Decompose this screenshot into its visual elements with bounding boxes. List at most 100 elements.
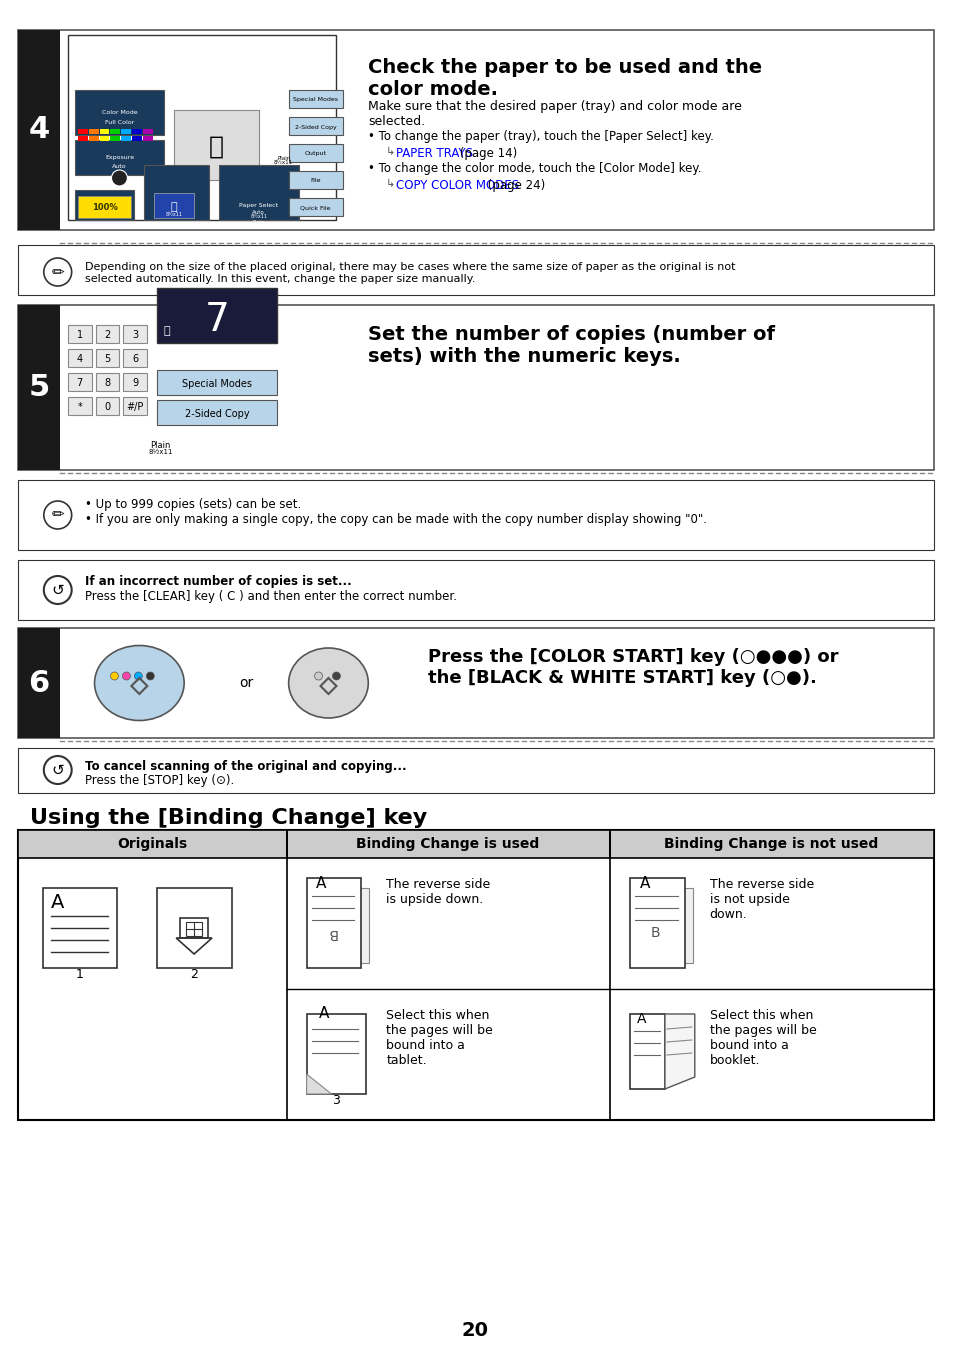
Text: 8: 8 xyxy=(104,378,111,388)
Text: Color Mode: Color Mode xyxy=(102,109,137,115)
Circle shape xyxy=(44,576,71,604)
Text: A: A xyxy=(316,875,326,890)
Polygon shape xyxy=(306,1074,331,1094)
Bar xyxy=(18,830,286,858)
Bar xyxy=(289,199,343,216)
Text: 🖨: 🖨 xyxy=(209,135,223,159)
Bar xyxy=(132,128,142,134)
Text: • To change the paper (tray), touch the [Paper Select] key.: • To change the paper (tray), touch the … xyxy=(368,130,714,143)
Text: Binding Change is not used: Binding Change is not used xyxy=(663,838,878,851)
Circle shape xyxy=(332,671,340,680)
Bar xyxy=(289,145,343,162)
Text: 5: 5 xyxy=(29,373,50,403)
Text: 7: 7 xyxy=(76,378,83,388)
Text: PAPER TRAYS: PAPER TRAYS xyxy=(395,147,473,159)
Text: 0: 0 xyxy=(104,403,111,412)
Text: Plain: Plain xyxy=(276,155,290,161)
Bar xyxy=(89,136,98,141)
Text: 8½x11: 8½x11 xyxy=(148,449,172,455)
Bar xyxy=(306,1015,366,1094)
Bar xyxy=(157,370,276,394)
Text: 8½x11: 8½x11 xyxy=(166,212,183,216)
Bar xyxy=(154,193,193,218)
Bar xyxy=(18,245,933,295)
Text: Paper Select: Paper Select xyxy=(239,203,278,208)
Circle shape xyxy=(44,258,71,286)
Text: 6: 6 xyxy=(29,669,50,697)
Text: 2-Sided Copy: 2-Sided Copy xyxy=(294,124,336,130)
Bar xyxy=(77,128,88,134)
Text: Select this when
the pages will be
bound into a
tablet.: Select this when the pages will be bound… xyxy=(386,1009,493,1067)
Text: A: A xyxy=(639,875,650,890)
Circle shape xyxy=(134,671,142,680)
Bar xyxy=(99,136,110,141)
Ellipse shape xyxy=(289,648,368,717)
Text: Depending on the size of the placed original, there may be cases where the same : Depending on the size of the placed orig… xyxy=(85,262,735,284)
Text: 1: 1 xyxy=(76,330,83,340)
Bar xyxy=(99,128,110,134)
Circle shape xyxy=(314,671,322,680)
Circle shape xyxy=(122,671,131,680)
Bar xyxy=(43,888,117,969)
Text: 4: 4 xyxy=(76,354,83,363)
Text: ↺: ↺ xyxy=(51,582,64,597)
Circle shape xyxy=(111,671,118,680)
Bar xyxy=(180,917,208,938)
Text: Plain: Plain xyxy=(150,440,171,450)
Bar xyxy=(68,326,91,343)
Bar xyxy=(111,128,120,134)
Text: Select this when
the pages will be
bound into a
booklet.: Select this when the pages will be bound… xyxy=(709,1009,816,1067)
Bar xyxy=(157,400,276,426)
Bar xyxy=(219,165,298,220)
Text: Press the [STOP] key (⊙).: Press the [STOP] key (⊙). xyxy=(85,774,233,788)
Text: ⎘: ⎘ xyxy=(164,326,171,336)
Text: (page 24): (page 24) xyxy=(483,178,544,192)
Bar xyxy=(629,1015,664,1089)
Bar xyxy=(95,397,119,415)
Text: Special Modes: Special Modes xyxy=(293,97,337,103)
Bar xyxy=(174,109,258,180)
Bar xyxy=(286,830,610,858)
Bar xyxy=(143,136,153,141)
Text: Binding Change is used: Binding Change is used xyxy=(355,838,539,851)
Bar xyxy=(186,921,202,936)
Bar xyxy=(289,118,343,135)
Bar xyxy=(121,128,132,134)
Bar xyxy=(68,397,91,415)
Text: Auto: Auto xyxy=(253,209,265,215)
Text: To cancel scanning of the original and copying...: To cancel scanning of the original and c… xyxy=(85,761,406,773)
Text: Original: Original xyxy=(164,203,189,208)
Text: Make sure that the desired paper (tray) and color mode are
selected.: Make sure that the desired paper (tray) … xyxy=(368,100,741,128)
Text: ✏: ✏ xyxy=(51,265,64,280)
Text: Press the [CLEAR] key ( C ) and then enter the correct number.: Press the [CLEAR] key ( C ) and then ent… xyxy=(85,590,456,603)
Bar xyxy=(18,628,933,738)
Text: Auto: Auto xyxy=(169,211,183,216)
Text: 100%: 100% xyxy=(91,204,117,212)
Text: ↳: ↳ xyxy=(386,147,398,157)
Text: 7: 7 xyxy=(204,301,229,339)
Text: ✏: ✏ xyxy=(51,508,64,523)
Polygon shape xyxy=(664,1015,694,1089)
Text: 5: 5 xyxy=(104,354,111,363)
Bar xyxy=(74,141,164,176)
Bar xyxy=(123,326,147,343)
Bar xyxy=(95,349,119,367)
Circle shape xyxy=(44,757,71,784)
Text: A: A xyxy=(51,893,65,912)
Text: Quick File: Quick File xyxy=(300,205,331,211)
Bar xyxy=(18,628,60,738)
Text: 8½x11: 8½x11 xyxy=(250,215,267,219)
Text: #/P: #/P xyxy=(127,403,144,412)
Bar xyxy=(18,305,60,470)
Bar xyxy=(143,128,153,134)
Text: ↺: ↺ xyxy=(51,762,64,777)
Text: Press the [COLOR START] key (○●●●) or
the [BLACK & WHITE START] key (○●).: Press the [COLOR START] key (○●●●) or th… xyxy=(428,648,838,686)
Bar xyxy=(18,480,933,550)
Text: The reverse side
is not upside
down.: The reverse side is not upside down. xyxy=(709,878,813,921)
Text: The reverse side
is upside down.: The reverse side is upside down. xyxy=(386,878,490,907)
Bar xyxy=(123,349,147,367)
Text: B: B xyxy=(650,925,659,940)
Bar xyxy=(610,830,933,858)
Text: Originals: Originals xyxy=(117,838,187,851)
Bar xyxy=(95,326,119,343)
